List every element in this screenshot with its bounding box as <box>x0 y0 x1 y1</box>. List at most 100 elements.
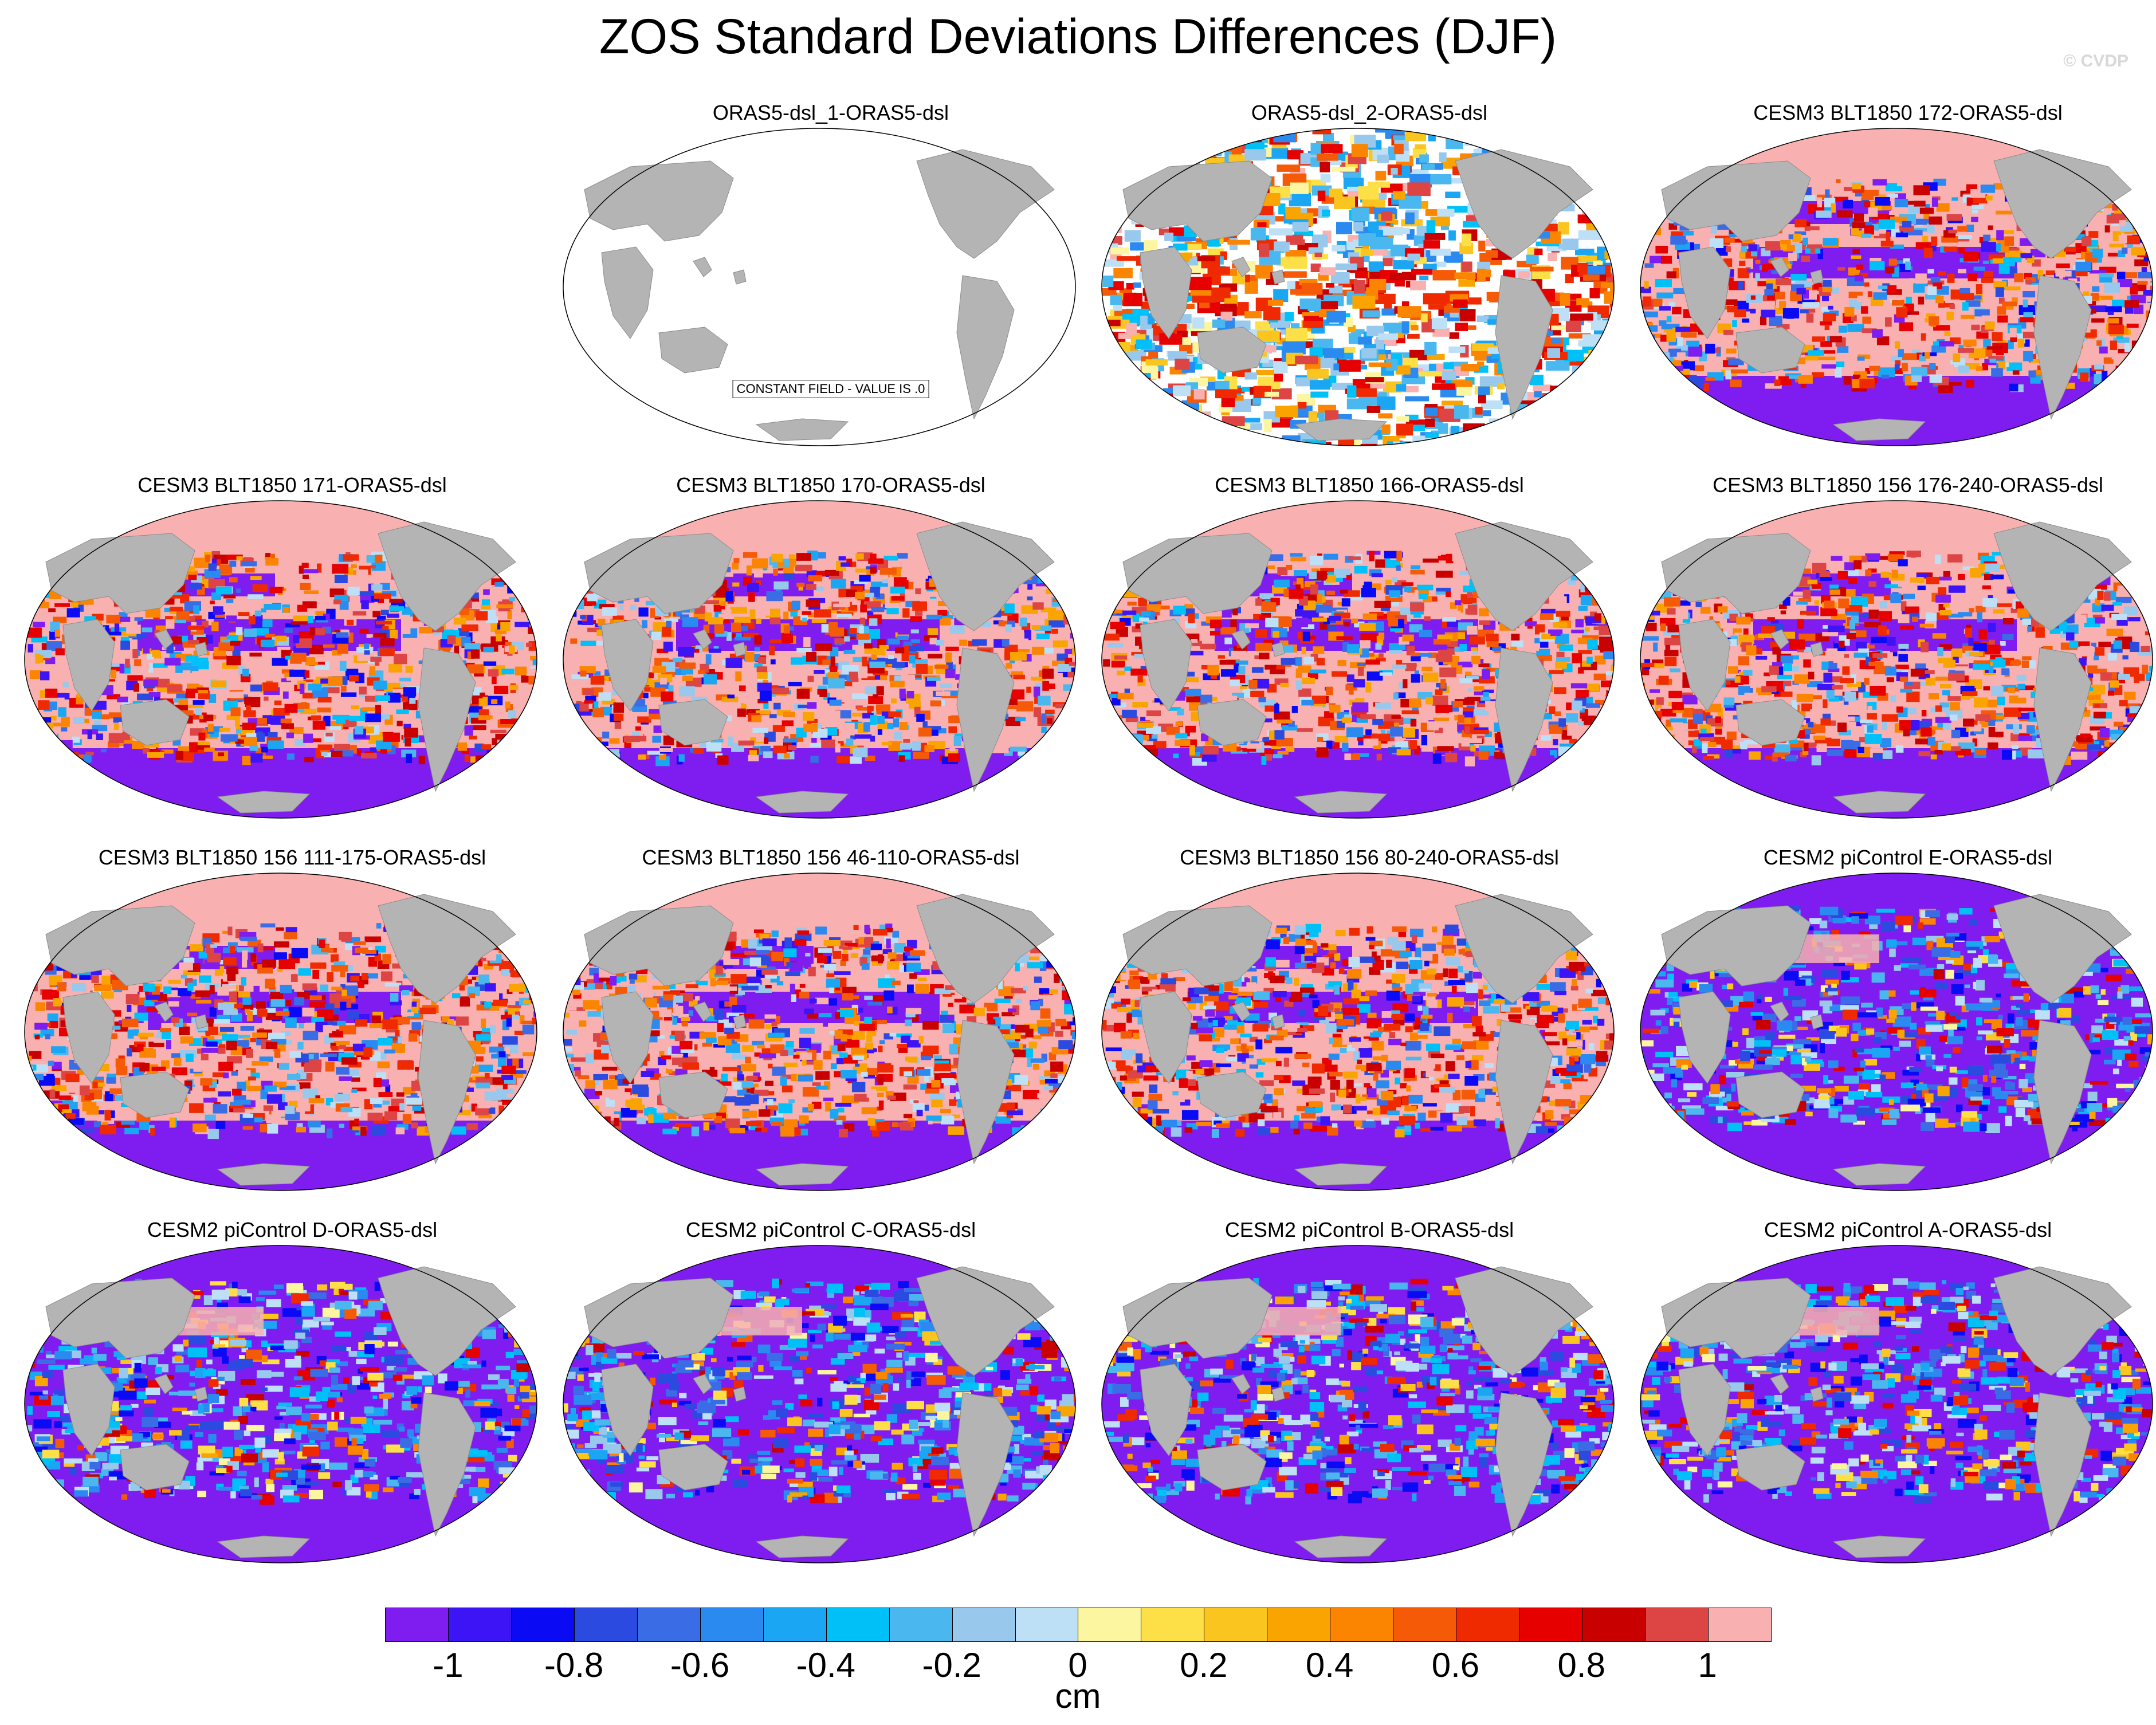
landmass-7 <box>194 1386 208 1402</box>
figure-title: ZOS Standard Deviations Differences (DJF… <box>599 9 1557 64</box>
landmass-4 <box>1197 1071 1267 1118</box>
world-map <box>1101 128 1615 446</box>
landmass-2 <box>1661 905 1811 987</box>
landmass-7 <box>733 1386 747 1402</box>
landmass-3 <box>1678 619 1731 712</box>
landmass-2 <box>1661 1278 1811 1359</box>
landmass-0 <box>1455 149 1593 259</box>
map-outline <box>24 500 537 819</box>
landmass-3 <box>1140 1364 1192 1456</box>
panel-title: CESM3 BLT1850 156 176-240-ORAS5-dsl <box>1713 473 2103 497</box>
panel-title: CESM3 BLT1850 156 46-110-ORAS5-dsl <box>642 846 1020 869</box>
panel-title: CESM3 BLT1850 156 80-240-ORAS5-dsl <box>1180 846 1559 869</box>
world-map <box>563 873 1076 1191</box>
map-outline <box>1101 128 1615 446</box>
landmass-0 <box>1993 894 2132 1004</box>
colorbar-tick-label: -0.8 <box>544 1646 604 1684</box>
landmass-2 <box>45 533 195 614</box>
colorbar-swatch <box>1204 1608 1268 1641</box>
landmass-7 <box>1810 1386 1824 1402</box>
panel-title: CESM3 BLT1850 171-ORAS5-dsl <box>138 473 447 497</box>
landmass-4 <box>120 699 190 746</box>
colorbar-tick-label: 0.6 <box>1431 1646 1480 1684</box>
landmass-6 <box>1231 1374 1251 1394</box>
landmass-4 <box>1735 699 1805 746</box>
map-outline <box>1640 500 2153 819</box>
landmass-6 <box>154 1001 174 1022</box>
landmass-1 <box>956 1020 1015 1165</box>
colorbar-swatch <box>511 1608 575 1641</box>
landmass-0 <box>1993 149 2132 259</box>
landmass-4 <box>120 1444 190 1491</box>
landmass-6 <box>1770 1001 1789 1022</box>
landmass-1 <box>1495 1020 1553 1165</box>
landmass-3 <box>1678 246 1731 339</box>
landmass-6 <box>1770 1374 1789 1394</box>
world-map <box>24 1245 537 1563</box>
landmass-4 <box>1197 327 1267 374</box>
landmass-2 <box>1661 160 1811 242</box>
landmass-3 <box>1140 619 1192 712</box>
landmass-5 <box>1832 791 1926 814</box>
landmass-0 <box>916 149 1055 259</box>
landmass-4 <box>1735 1071 1805 1118</box>
landmass-1 <box>418 1020 476 1165</box>
landmass-3 <box>62 619 115 712</box>
landmass-5 <box>1294 418 1388 441</box>
landmass-0 <box>378 894 516 1004</box>
landmass-7 <box>1810 1014 1824 1030</box>
landmass-7 <box>733 1014 747 1030</box>
landmass-2 <box>1122 160 1273 242</box>
panel-title: CESM3 BLT1850 156 111-175-ORAS5-dsl <box>98 846 486 869</box>
colorbar-swatch <box>1519 1608 1583 1641</box>
landmass-5 <box>1832 1535 1926 1558</box>
colorbar-swatch <box>1646 1608 1709 1641</box>
landmass-2 <box>1122 1278 1273 1359</box>
landmass-4 <box>658 327 728 374</box>
panel-title: ORAS5-dsl_2-ORAS5-dsl <box>1251 101 1488 124</box>
landmass-2 <box>584 533 734 614</box>
landmass-6 <box>1231 629 1251 650</box>
colorbar-tick-label: 1 <box>1698 1646 1717 1684</box>
world-map <box>1640 873 2153 1191</box>
colorbar-swatch <box>763 1608 827 1641</box>
colorbar-tick-label: -1 <box>433 1646 464 1684</box>
colorbar-swatch <box>1582 1608 1646 1641</box>
credit-watermark: © CVDP <box>2063 52 2128 70</box>
landmass-3 <box>1140 246 1192 339</box>
landmass-6 <box>693 1374 712 1394</box>
map-outline <box>1101 500 1615 819</box>
landmass-3 <box>601 1364 654 1456</box>
landmass-6 <box>1770 257 1789 277</box>
landmass-2 <box>1661 533 1811 614</box>
panel-title: ORAS5-dsl_1-ORAS5-dsl <box>712 101 949 124</box>
landmass-5 <box>217 1535 311 1558</box>
colorbar-swatch <box>1456 1608 1520 1641</box>
colorbar-tick-label: -0.4 <box>796 1646 856 1684</box>
map-panel: CESM2 piControl A-ORAS5-dsl <box>1639 1217 2156 1607</box>
landmass-3 <box>1678 1364 1731 1456</box>
landmass-1 <box>418 1392 476 1537</box>
landmass-4 <box>1197 699 1267 746</box>
map-outline <box>563 1245 1076 1563</box>
map-panel: CESM2 piControl C-ORAS5-dsl <box>561 1217 1100 1607</box>
map-outline <box>563 873 1076 1191</box>
landmass-4 <box>658 699 728 746</box>
landmass-3 <box>62 1364 115 1456</box>
world-map <box>24 873 537 1191</box>
colorbar-swatch <box>1141 1608 1205 1641</box>
panel-title: CESM2 piControl B-ORAS5-dsl <box>1224 1218 1514 1241</box>
map-panel: CESM3 BLT1850 171-ORAS5-dsl <box>23 473 561 862</box>
landmass-5 <box>755 791 849 814</box>
landmass-6 <box>1231 1001 1251 1022</box>
landmass-6 <box>154 629 174 650</box>
panel-title: CESM3 BLT1850 172-ORAS5-dsl <box>1753 101 2063 124</box>
world-map <box>1640 1245 2153 1563</box>
landmass-4 <box>1735 1444 1805 1491</box>
colorbar <box>385 1608 1772 1642</box>
landmass-7 <box>1271 642 1285 657</box>
colorbar-swatch <box>1015 1608 1079 1641</box>
landmass-4 <box>1197 1444 1267 1491</box>
colorbar-swatch <box>1078 1608 1142 1641</box>
landmass-6 <box>1770 629 1789 650</box>
